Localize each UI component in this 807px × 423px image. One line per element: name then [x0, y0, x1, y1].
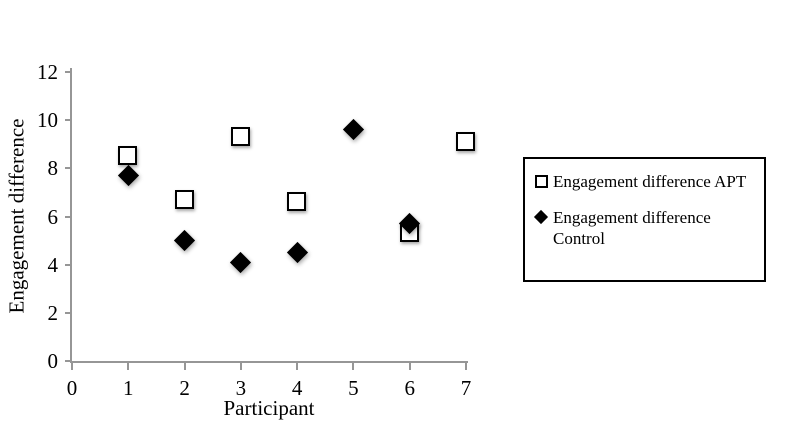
x-axis-tick [296, 363, 299, 370]
filled-diamond-icon [342, 119, 365, 141]
y-axis-tick [65, 215, 72, 218]
data-point-diamond [286, 242, 308, 264]
y-axis-tick-label: 8 [47, 156, 59, 181]
data-point-square [174, 189, 194, 209]
x-axis-tick [183, 363, 186, 370]
x-axis-tick-label: 3 [235, 376, 247, 400]
y-axis-tick-label: 0 [47, 349, 59, 373]
filled-diamond-icon [399, 213, 421, 235]
filled-diamond-marker-icon [533, 209, 549, 225]
y-axis-tick-label: 6 [47, 204, 59, 229]
y-axis-tick [65, 71, 72, 73]
filled-diamond-icon [173, 229, 196, 252]
open-square-marker-icon [535, 175, 548, 188]
legend-marker-cell [533, 207, 553, 249]
data-point-square [118, 146, 138, 166]
y-axis-tick-label: 10 [37, 108, 58, 133]
y-axis-title: Engagement difference [4, 118, 29, 314]
y-axis-tick-label: 2 [47, 300, 59, 325]
x-axis-tick [408, 363, 411, 370]
legend-label-control: Engagement difference Control [553, 208, 711, 248]
x-axis-line [70, 361, 468, 363]
x-axis-tick-label: 4 [291, 376, 303, 400]
filled-diamond-icon [286, 242, 308, 264]
filled-diamond-icon [230, 251, 252, 273]
y-axis-tick-label: 12 [37, 60, 58, 84]
data-point-square [230, 127, 250, 147]
x-axis-title: Participant [223, 396, 315, 420]
legend: Engagement difference APT Engagement dif… [523, 157, 766, 282]
data-point-diamond [117, 164, 139, 187]
x-axis-tick-label: 6 [404, 376, 415, 400]
legend-item-apt: Engagement difference APT [535, 171, 758, 192]
data-point-diamond [342, 119, 365, 141]
data-point-square [456, 131, 475, 151]
y-axis-tick [65, 119, 72, 122]
y-axis-tick [65, 311, 72, 314]
x-axis-tick [352, 363, 355, 370]
x-axis-tick [71, 363, 73, 370]
plot-area: 0 2 4 6 8 10 12 0 1 2 3 4 5 6 7 [37, 60, 475, 400]
x-axis-tick-label: 2 [179, 376, 190, 400]
y-axis-tick [65, 167, 72, 170]
data-point-diamond [230, 251, 252, 273]
x-axis-tick-label: 1 [123, 376, 134, 400]
data-point-diamond [399, 213, 421, 235]
filled-diamond-icon [117, 164, 139, 187]
x-axis-tick-label: 7 [460, 376, 472, 400]
legend-label-apt: Engagement difference APT [553, 172, 747, 191]
y-axis-tick [65, 360, 72, 362]
y-axis-tick-label: 4 [47, 252, 59, 277]
y-axis-tick [65, 263, 72, 266]
x-axis-tick-label: 5 [348, 376, 359, 400]
x-axis-tick-label: 0 [66, 376, 78, 400]
legend-item-control: Engagement difference Control [533, 207, 758, 249]
data-point-diamond [173, 229, 196, 252]
x-axis-tick [239, 363, 242, 370]
legend-marker-cell [535, 171, 553, 192]
x-axis-tick [127, 363, 130, 370]
x-axis-tick [465, 363, 467, 370]
data-point-square [287, 192, 307, 212]
